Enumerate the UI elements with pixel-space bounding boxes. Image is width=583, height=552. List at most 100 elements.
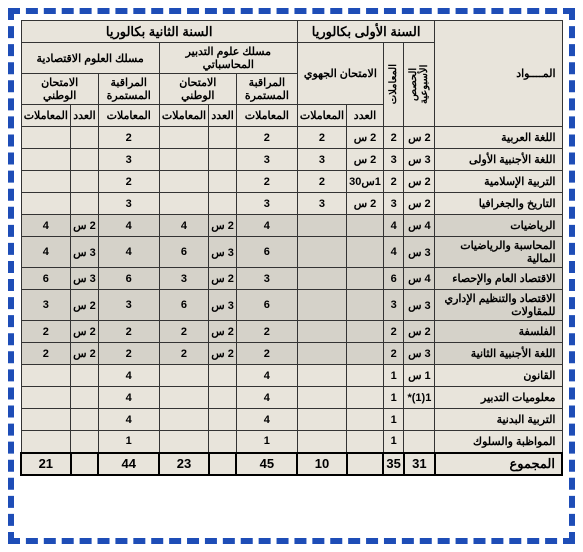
data-cell: 2 س (71, 321, 99, 343)
data-cell (159, 365, 209, 387)
total-cell: 35 (383, 453, 403, 475)
data-cell: 3 (383, 290, 403, 321)
data-cell: 2 (21, 321, 71, 343)
data-cell: 4 (159, 215, 209, 237)
data-cell: 4 (236, 365, 297, 387)
data-cell (297, 237, 346, 268)
subject-cell: المحاسبة والرياضيات المالية (435, 237, 562, 268)
data-cell: 4 (383, 237, 403, 268)
subject-cell: معلوميات التدبير (435, 387, 562, 409)
data-cell (297, 387, 346, 409)
data-cell (209, 431, 237, 453)
data-cell (209, 149, 237, 171)
subject-cell: الفلسفة (435, 321, 562, 343)
hdr-track-acc: مسلك علوم التدبير المحاسباتي (159, 43, 297, 74)
table-row: الفلسفة2 س222 س222 س2 (21, 321, 562, 343)
data-cell: 1 (383, 431, 403, 453)
table-row: الاقتصاد العام والإحصاء4 س632 س363 س6 (21, 268, 562, 290)
data-cell (159, 387, 209, 409)
data-cell (159, 193, 209, 215)
subject-cell: اللغة العربية (435, 127, 562, 149)
data-cell: 2 (98, 127, 159, 149)
data-cell: 2 س (404, 193, 435, 215)
data-cell (297, 431, 346, 453)
data-cell: 1س30 (347, 171, 384, 193)
subject-cell: الاقتصاد والتنظيم الإداري للمقاولات (435, 290, 562, 321)
data-cell: 3 (98, 149, 159, 171)
data-cell: 4 (236, 409, 297, 431)
data-cell: 3 (383, 149, 403, 171)
data-cell (404, 409, 435, 431)
data-cell: 2 (159, 343, 209, 365)
data-cell (21, 387, 71, 409)
subject-cell: الرياضيات (435, 215, 562, 237)
total-cell: 23 (159, 453, 209, 475)
table-row: المواظبة والسلوك111 (21, 431, 562, 453)
total-cell (347, 453, 384, 475)
data-cell: 3 س (71, 268, 99, 290)
data-cell: 2 (159, 321, 209, 343)
data-cell (209, 171, 237, 193)
data-cell: 3 (236, 268, 297, 290)
data-cell: 3 س (209, 237, 237, 268)
data-cell (209, 409, 237, 431)
data-cell: 1 (236, 431, 297, 453)
data-cell (297, 343, 346, 365)
data-cell: 6 (98, 268, 159, 290)
total-cell: 10 (297, 453, 346, 475)
data-cell: 2 (236, 171, 297, 193)
data-cell: 2 س (209, 215, 237, 237)
total-cell: 45 (236, 453, 297, 475)
data-cell (159, 409, 209, 431)
data-cell: 3 (383, 193, 403, 215)
data-cell: 3 س (404, 149, 435, 171)
data-cell: 3 س (404, 237, 435, 268)
data-cell: 3 (297, 149, 346, 171)
data-cell (297, 268, 346, 290)
subject-cell: اللغة الأجنبية الأولى (435, 149, 562, 171)
subject-cell: اللغة الأجنبية الثانية (435, 343, 562, 365)
data-cell (159, 431, 209, 453)
data-cell: 2 س (71, 290, 99, 321)
data-cell: 2 (98, 343, 159, 365)
data-cell (71, 409, 99, 431)
table-row: اللغة العربية2 س22 س222 (21, 127, 562, 149)
data-cell (347, 237, 384, 268)
hdr-regional: الامتحان الجهوي (297, 43, 383, 105)
data-cell (347, 290, 384, 321)
hdr-eco-nat-c: المعاملات (21, 105, 71, 127)
table-row: اللغة الأجنبية الأولى3 س32 س333 (21, 149, 562, 171)
hdr-weekly: الحصص الأسبوعية (404, 43, 435, 127)
data-cell: 1 س (404, 365, 435, 387)
subject-cell: التربية الإسلامية (435, 171, 562, 193)
hdr-eco-cont: المراقبة المستمرة (98, 74, 159, 105)
total-row: المجموع31351045234421 (21, 453, 562, 475)
data-cell: 4 (98, 365, 159, 387)
data-cell: 1 (98, 431, 159, 453)
table-row: المحاسبة والرياضيات المالية3 س463 س643 س… (21, 237, 562, 268)
data-cell: 3 (98, 290, 159, 321)
data-cell: 4 (98, 387, 159, 409)
data-cell (297, 215, 346, 237)
data-cell: 3 (98, 193, 159, 215)
data-cell: 2 س (71, 215, 99, 237)
data-cell: 6 (383, 268, 403, 290)
hdr-reg-n: العدد (347, 105, 384, 127)
hdr-acc-cont: المراقبة المستمرة (236, 74, 297, 105)
data-cell (347, 365, 384, 387)
data-cell: 2 (383, 343, 403, 365)
data-cell (71, 365, 99, 387)
data-cell: 3 (297, 193, 346, 215)
data-cell (209, 387, 237, 409)
curriculum-table-frame: المــــواد السنة الأولى بكالوريا السنة ا… (8, 8, 575, 544)
data-cell: 2 (236, 127, 297, 149)
data-cell: 6 (159, 290, 209, 321)
data-cell (159, 149, 209, 171)
data-cell: 4 (21, 237, 71, 268)
data-cell (71, 127, 99, 149)
data-cell: 2 (383, 321, 403, 343)
data-cell (209, 127, 237, 149)
data-cell (347, 343, 384, 365)
data-cell (71, 193, 99, 215)
data-cell: 2 س (71, 343, 99, 365)
